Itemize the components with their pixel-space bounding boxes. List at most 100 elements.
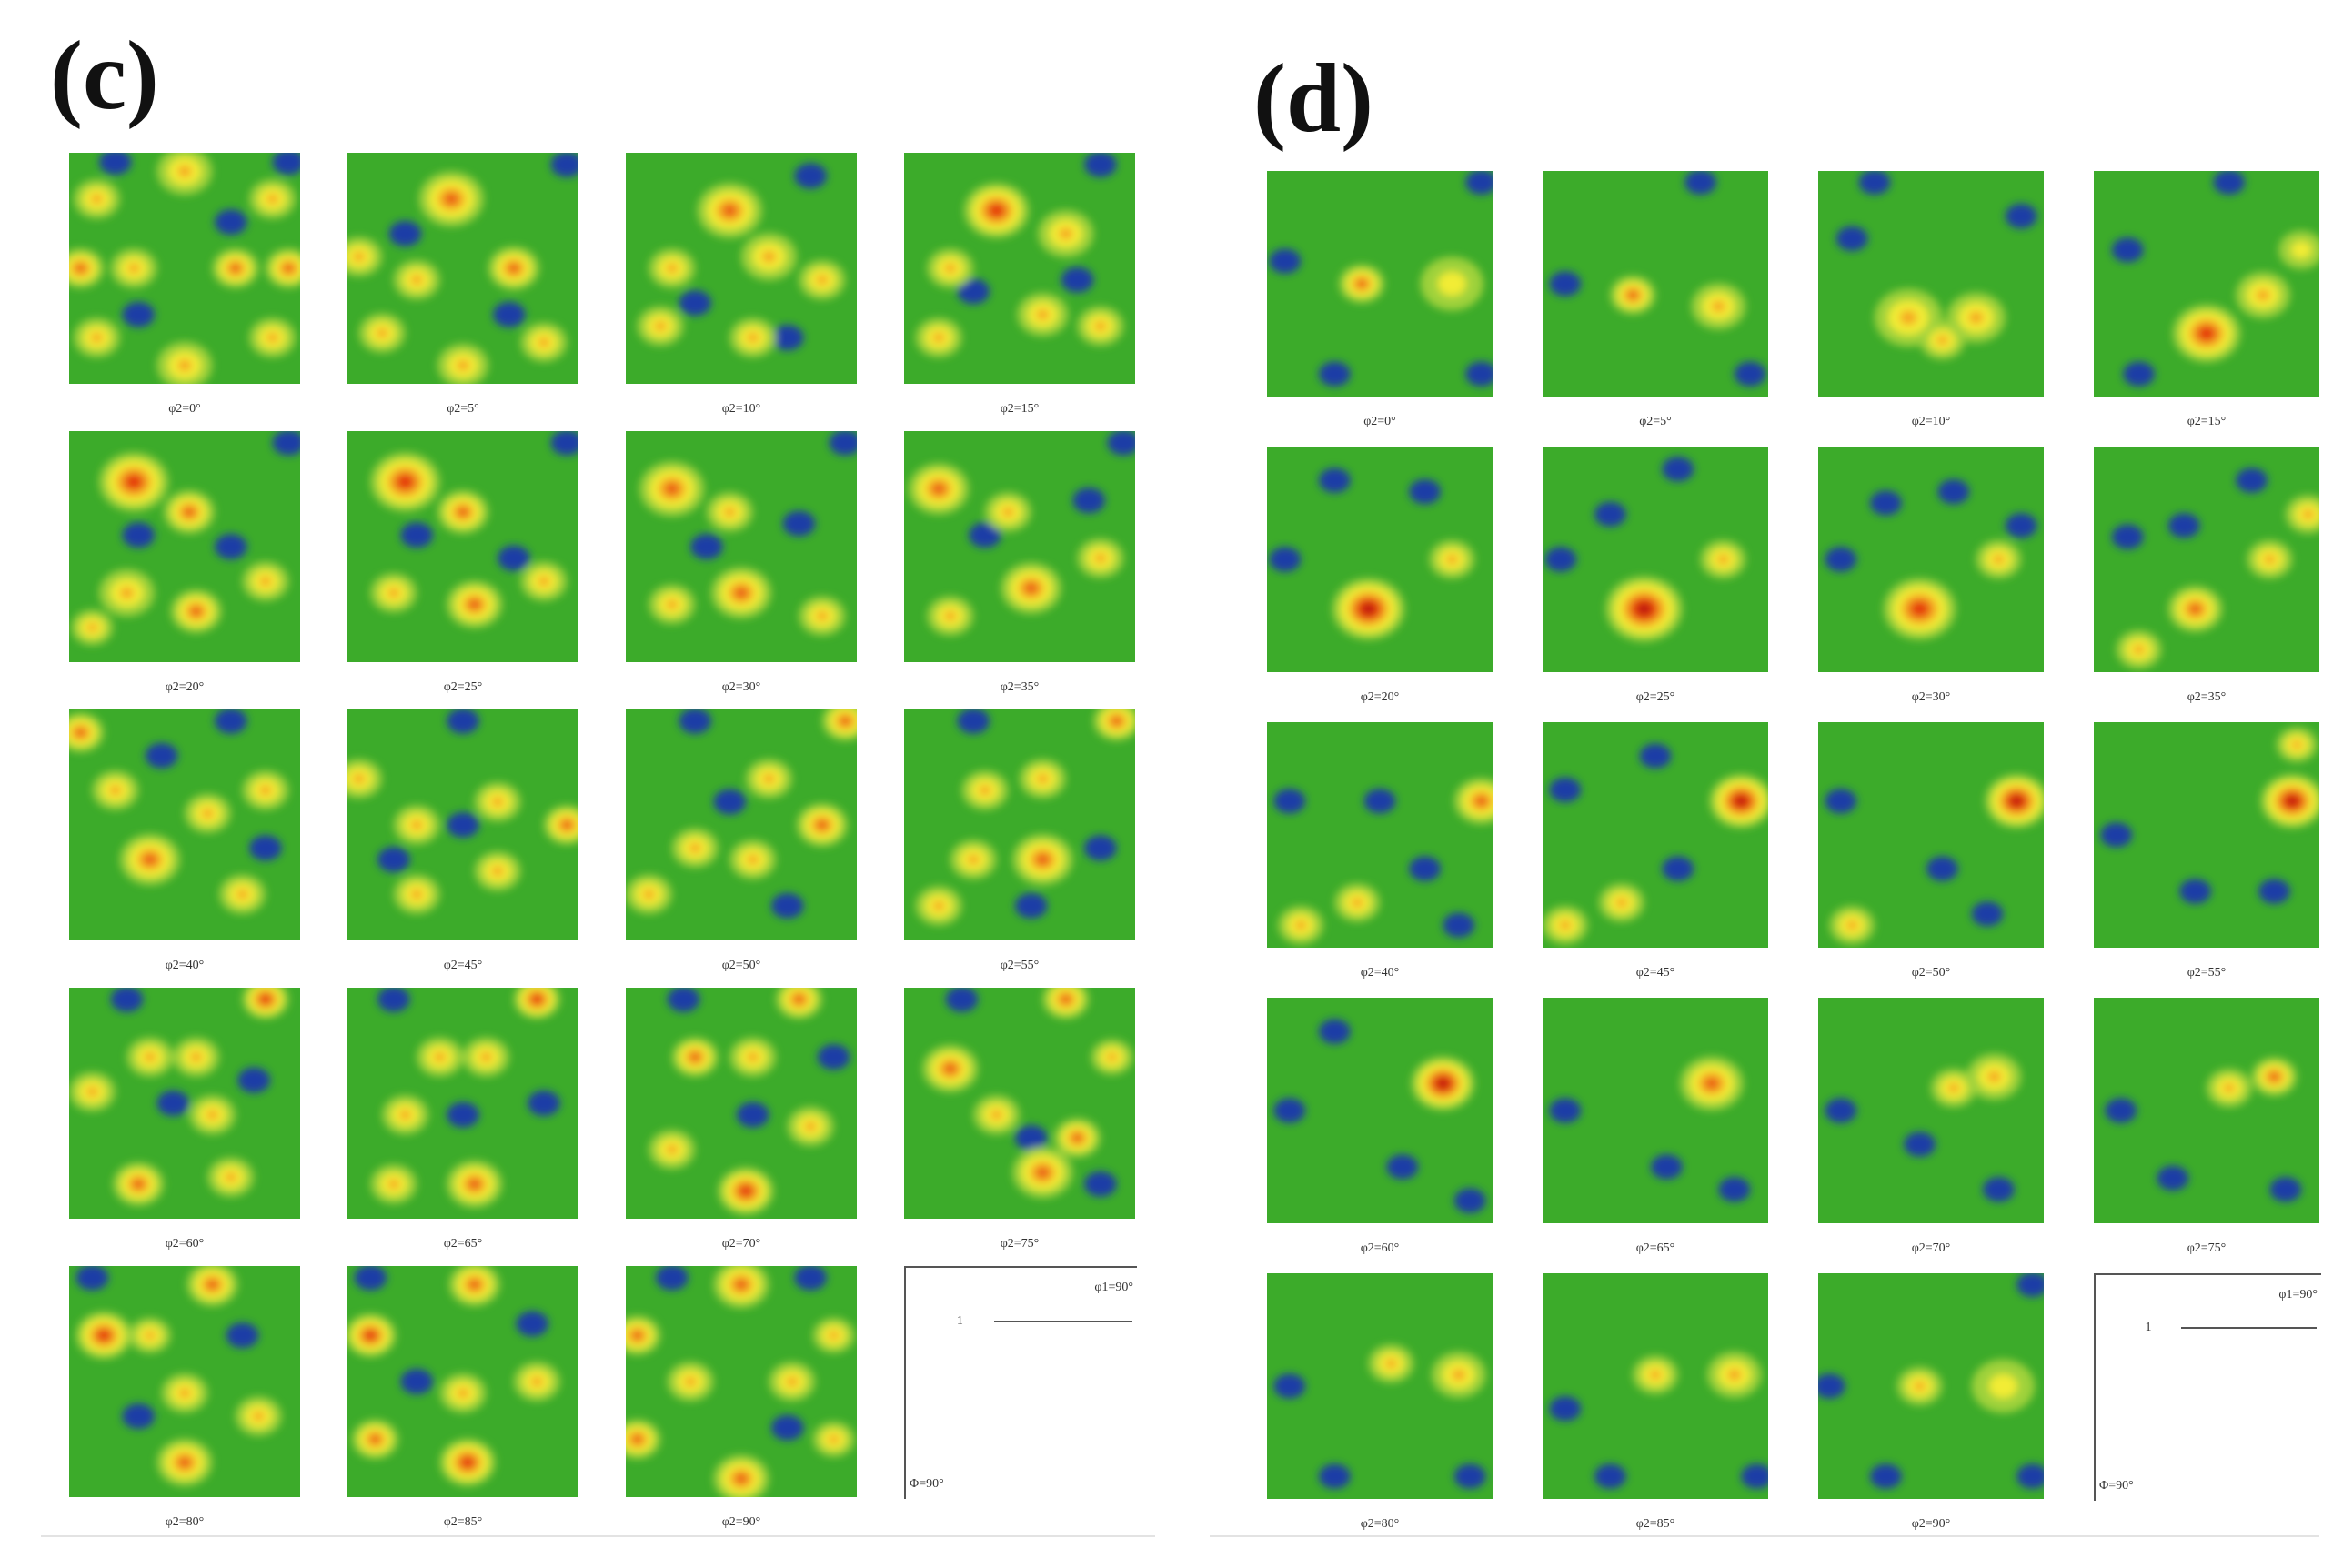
odf-contour-high — [1452, 1369, 1466, 1381]
odf-section-c-15 — [904, 988, 1135, 1219]
section-caption: φ2=10° — [721, 402, 761, 416]
odf-section-d-4 — [1267, 447, 1493, 672]
odf-contour-high — [434, 1051, 446, 1062]
odf-contour-high — [643, 889, 655, 900]
odf-low-region — [447, 709, 479, 734]
odf-section-d-16 — [1267, 1273, 1493, 1499]
odf-low-region — [1870, 1463, 1902, 1489]
odf-low-region — [1926, 856, 1958, 881]
section-caption: φ2=5° — [447, 402, 479, 416]
key-level-line — [2181, 1327, 2318, 1330]
odf-low-region — [400, 1369, 433, 1394]
odf-section-d-15 — [2094, 998, 2319, 1223]
odf-contour-high — [91, 332, 103, 343]
section-caption: φ2=75° — [1000, 1237, 1040, 1251]
odf-map — [1267, 447, 1493, 672]
odf-low-region — [2100, 822, 2133, 848]
odf-section-c-4 — [69, 431, 300, 662]
odf-contour-peak — [207, 1281, 217, 1289]
odf-low-region — [1718, 1177, 1751, 1202]
odf-low-region — [945, 988, 979, 1012]
odf-low-region — [498, 545, 530, 571]
odf-map — [1818, 171, 2044, 397]
odf-contour-peak — [508, 264, 518, 273]
odf-section-c-14 — [626, 988, 857, 1219]
odf-contour-peak — [723, 206, 736, 216]
odf-contour-high — [816, 610, 829, 621]
odf-contour-peak — [179, 1458, 190, 1467]
odf-contour-high — [457, 359, 469, 371]
section-caption: φ2=70° — [1911, 1241, 1951, 1255]
odf-contour-peak — [185, 508, 195, 517]
odf-contour-peak — [76, 265, 85, 272]
odf-low-region — [679, 709, 711, 734]
odf-low-region — [957, 278, 990, 305]
odf-contour-peak — [445, 194, 458, 205]
odf-contour-high — [410, 275, 423, 286]
odf-map — [626, 153, 857, 384]
odf-section-c-0 — [69, 153, 300, 384]
odf-contour-high — [654, 321, 667, 331]
odf-contour-max — [1363, 604, 1374, 614]
section-caption: φ2=40° — [165, 959, 205, 972]
odf-low-region — [1409, 856, 1441, 881]
odf-map — [2094, 447, 2319, 672]
odf-map — [1543, 722, 1768, 948]
odf-section-d-12 — [1267, 998, 1493, 1223]
section-caption: φ2=10° — [1911, 415, 1951, 428]
odf-section-d-13 — [1543, 998, 1768, 1223]
section-caption: φ2=75° — [2187, 1241, 2227, 1255]
axis-key: φ1=90° Φ=90° 1 — [2094, 1273, 2321, 1501]
section-caption: φ2=15° — [2187, 415, 2227, 428]
odf-low-region — [2258, 879, 2290, 904]
odf-contour-peak — [1112, 717, 1121, 725]
odf-contour-high — [2133, 644, 2145, 655]
odf-low-region — [679, 290, 711, 317]
odf-contour-high — [491, 797, 504, 807]
odf-low-region — [1684, 171, 1716, 196]
odf-contour-high — [530, 1376, 543, 1387]
odf-low-region — [1825, 1098, 1857, 1123]
odf-section-d-14 — [1818, 998, 2044, 1223]
odf-contour-peak — [794, 995, 804, 1003]
odf-contour-high — [1001, 507, 1014, 518]
odf-contour-high — [1615, 898, 1627, 908]
odf-contour-high — [828, 1434, 840, 1444]
odf-contour-high — [763, 773, 775, 784]
odf-contour-high — [666, 263, 679, 274]
odf-low-region — [99, 153, 132, 176]
odf-background — [69, 709, 300, 940]
odf-low-region — [1662, 856, 1694, 881]
odf-contour-high — [1936, 335, 1948, 346]
section-caption: φ2=55° — [2187, 966, 2227, 980]
odf-low-region — [1269, 248, 1302, 274]
odf-contour-peak — [562, 821, 571, 829]
section-caption: φ2=65° — [443, 1237, 483, 1251]
odf-low-region — [237, 1067, 270, 1093]
odf-map — [1543, 171, 1768, 397]
odf-contour-high — [145, 1331, 156, 1341]
odf-map — [1818, 1273, 2044, 1499]
odf-contour-high — [990, 1110, 1002, 1121]
odf-map — [347, 988, 578, 1219]
odf-contour-peak — [738, 1184, 754, 1198]
section-caption: φ2=85° — [443, 1515, 483, 1529]
odf-map — [1267, 998, 1493, 1223]
odf-contour-peak — [736, 1474, 747, 1483]
section-caption: φ2=15° — [1000, 402, 1040, 416]
odf-section-c-3 — [904, 153, 1135, 384]
odf-contour-high — [2302, 509, 2314, 519]
odf-low-region — [667, 988, 700, 1012]
odf-contour-high — [666, 599, 679, 609]
odf-low-region — [2016, 1463, 2044, 1489]
odf-low-region — [156, 1091, 190, 1116]
odf-section-c-13 — [347, 988, 578, 1219]
odf-contour-high — [178, 1388, 191, 1399]
odf-low-region — [145, 742, 178, 769]
odf-contour-high — [480, 1051, 492, 1062]
odf-contour-peak — [469, 599, 480, 609]
odf-low-region — [1825, 547, 1857, 572]
odf-contour-peak — [1061, 995, 1071, 1003]
odf-contour-max — [1735, 797, 1746, 806]
odf-contour-peak — [134, 1180, 144, 1189]
